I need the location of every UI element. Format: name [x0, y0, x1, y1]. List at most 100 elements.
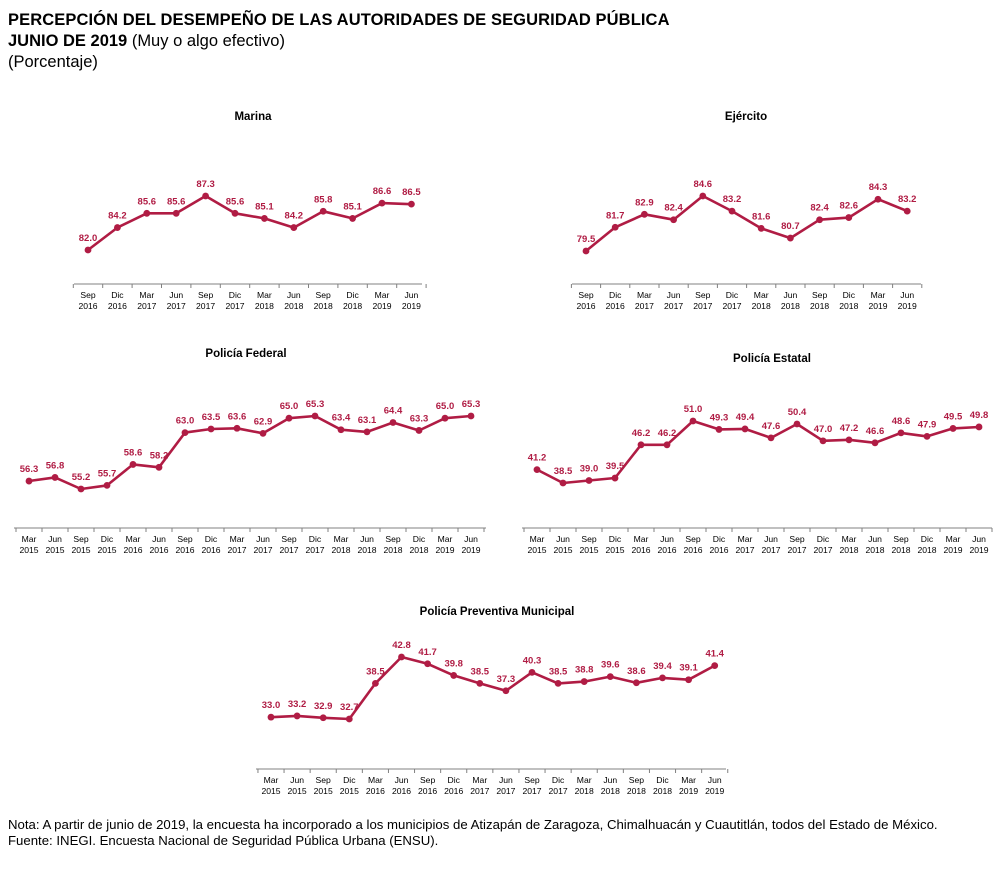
data-point: [345, 715, 353, 723]
x-tick-label: Mar 2016: [366, 775, 385, 796]
data-point: [819, 437, 827, 445]
x-tick-label: Mar 2016: [123, 534, 142, 555]
x-tick-label: Jun 2018: [601, 775, 620, 796]
data-label: 84.2: [108, 211, 127, 222]
data-label: 63.6: [228, 411, 247, 422]
data-label: 38.5: [554, 466, 573, 477]
x-tick-label: Jun 2017: [496, 775, 515, 796]
data-label: 85.8: [314, 194, 333, 205]
unit-label: (Porcentaje): [8, 53, 98, 71]
page-title: PERCEPCIÓN DEL DESEMPEÑO DE LAS AUTORIDA…: [8, 11, 670, 29]
data-label: 86.6: [373, 186, 392, 197]
data-label: 58.6: [124, 447, 143, 458]
x-tick-label: Jun 2019: [898, 290, 917, 311]
data-label: 85.1: [255, 201, 274, 212]
data-point: [975, 423, 983, 431]
data-point: [372, 679, 379, 687]
data-point: [319, 207, 327, 215]
data-label: 58.2: [150, 450, 169, 461]
data-label: 42.8: [392, 640, 411, 651]
x-tick-label: Jun 2018: [357, 534, 376, 555]
x-tick-label: Dic 2018: [917, 534, 936, 555]
data-label: 49.5: [944, 411, 963, 422]
x-tick-label: Mar 2018: [575, 775, 594, 796]
data-label: 41.4: [705, 649, 724, 660]
data-point: [728, 207, 736, 215]
data-point: [155, 463, 163, 471]
x-tick-label: Sep 2016: [683, 534, 702, 555]
data-label: 63.0: [176, 416, 195, 427]
data-label: 56.3: [20, 464, 39, 475]
data-label: 38.6: [627, 666, 646, 677]
x-tick-label: Dic 2015: [340, 775, 359, 796]
data-label: 49.4: [736, 412, 755, 423]
data-point: [293, 712, 301, 720]
data-label: 83.2: [898, 194, 917, 205]
data-label: 82.6: [840, 201, 859, 212]
data-point: [25, 477, 33, 485]
data-point: [233, 424, 241, 432]
data-label: 81.6: [752, 211, 771, 222]
data-point: [285, 414, 293, 422]
x-tick-label: Sep 2018: [891, 534, 910, 555]
data-point: [845, 214, 853, 221]
data-point: [415, 427, 423, 434]
x-tick-label: Dic 2016: [606, 290, 625, 311]
subtitle-qualifier: (Muy o algo efectivo): [127, 32, 285, 50]
x-tick-label: Dic 2018: [343, 290, 362, 311]
data-point: [143, 209, 151, 217]
x-tick-label: Dic 2018: [839, 290, 858, 311]
x-tick-label: Dic 2016: [444, 775, 463, 796]
x-tick-label: Jun 2016: [149, 534, 168, 555]
data-label: 65.3: [462, 399, 481, 410]
x-tick-label: Jun 2015: [288, 775, 307, 796]
data-point: [363, 428, 371, 436]
data-label: 48.6: [892, 416, 911, 427]
x-tick-label: Jun 2017: [664, 290, 683, 311]
page-subtitle: JUNIO DE 2019 (Muy o algo efectivo): [8, 31, 670, 52]
x-tick-label: Mar 2019: [372, 290, 391, 311]
footnote: Nota: A partir de junio de 2019, la encu…: [8, 817, 938, 832]
data-label: 41.7: [418, 647, 437, 658]
data-label: 86.5: [402, 187, 421, 198]
data-label: 84.6: [694, 179, 713, 190]
x-tick-label: Dic 2015: [97, 534, 116, 555]
data-point: [84, 246, 92, 254]
data-label: 85.6: [167, 196, 186, 207]
data-point: [319, 714, 327, 722]
data-label: 56.8: [46, 460, 65, 471]
data-label: 37.3: [497, 674, 516, 685]
data-point: [424, 660, 431, 668]
x-tick-label: Jun 2019: [402, 290, 421, 311]
x-tick-label: Dic 2017: [813, 534, 832, 555]
x-tick-label: Mar 2019: [868, 290, 887, 311]
data-point: [77, 485, 85, 493]
data-point: [398, 653, 405, 661]
data-label: 79.5: [577, 234, 596, 245]
x-tick-label: Sep 2016: [175, 534, 194, 555]
data-point: [450, 672, 458, 679]
x-tick-label: Jun 2016: [392, 775, 411, 796]
x-tick-label: Sep 2018: [383, 534, 402, 555]
chart-title: Policía Estatal: [733, 353, 811, 365]
data-label: 51.0: [684, 404, 703, 415]
x-tick-label: Mar 2018: [752, 290, 771, 311]
x-tick-label: Sep 2018: [810, 290, 829, 311]
data-label: 46.6: [866, 426, 885, 437]
x-tick-label: Jun 2017: [761, 534, 780, 555]
data-point: [528, 668, 536, 676]
data-point: [103, 481, 111, 489]
data-label: 85.6: [138, 196, 157, 207]
data-point: [663, 441, 671, 449]
x-tick-label: Jun 2018: [781, 290, 800, 311]
data-label: 87.3: [196, 179, 215, 190]
x-tick-label: Jun 2015: [553, 534, 572, 555]
data-point: [389, 419, 397, 426]
data-label: 85.1: [343, 201, 362, 212]
header: PERCEPCIÓN DEL DESEMPEÑO DE LAS AUTORIDA…: [8, 10, 670, 73]
x-tick-label: Mar 2018: [331, 534, 350, 555]
data-label: 50.4: [788, 407, 807, 418]
data-label: 32.7: [340, 702, 359, 713]
x-tick-label: Jun 2016: [657, 534, 676, 555]
data-point: [641, 210, 648, 218]
